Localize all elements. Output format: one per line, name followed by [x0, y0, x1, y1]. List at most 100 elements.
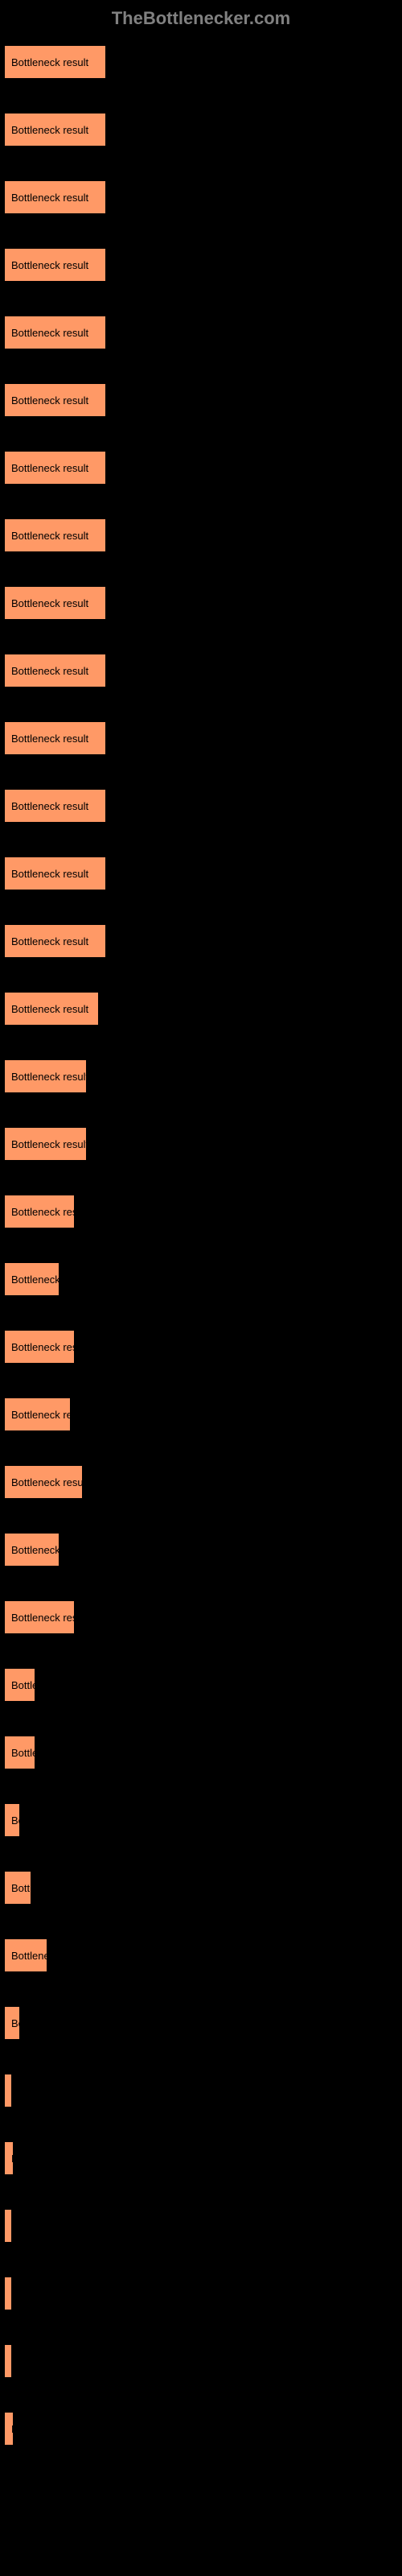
bar: Bottleneck result: [4, 316, 106, 349]
bar: Bottleneck re: [4, 1397, 71, 1431]
bar: B: [4, 2141, 14, 2175]
bar-row: Bottleneck result: [4, 857, 398, 890]
bar-row: Bottleneck result: [4, 1059, 398, 1093]
bar-label: Bottleneck result: [11, 192, 88, 204]
bar-label: Bottleneck re: [11, 1409, 71, 1421]
bar-label: Bottleneck result: [11, 597, 88, 609]
bar-label: Bottleneck res: [11, 1612, 75, 1624]
bar-row: Bottleneck result: [4, 248, 398, 282]
bar-row: Bottleneck: [4, 1262, 398, 1296]
bar-label: Bottleneck result: [11, 1071, 87, 1083]
bar-row: [4, 2074, 398, 2107]
bar-row: B: [4, 2141, 398, 2175]
bar-row: [4, 2277, 398, 2310]
bar: Bottleneck result: [4, 654, 106, 687]
bar-label: Bottleneck result: [11, 800, 88, 812]
bar: Bottleneck result: [4, 45, 106, 79]
bar-label: Bottleneck: [11, 1274, 59, 1286]
bar-label: Bottleneck result: [11, 327, 88, 339]
bar: Bottle: [4, 1736, 35, 1769]
bar: Bottle: [4, 1668, 35, 1702]
bar: Bo: [4, 1803, 20, 1837]
bar-row: [4, 2344, 398, 2378]
bar-row: Bottleneck result: [4, 721, 398, 755]
bar-row: Bottlene: [4, 1938, 398, 1972]
bar-row: Bottleneck result: [4, 518, 398, 552]
bar-label: Bottleneck result: [11, 733, 88, 745]
bar-row: Bott: [4, 1871, 398, 1905]
bar-label: Bottleneck result: [11, 1003, 88, 1015]
bar: Bottleneck res: [4, 1330, 75, 1364]
bar-row: Bo: [4, 1803, 398, 1837]
bar-row: Bottleneck result: [4, 992, 398, 1026]
bar: Bottleneck result: [4, 383, 106, 417]
bar: Bottleneck: [4, 1262, 59, 1296]
bar-row: Bottleneck: [4, 1533, 398, 1567]
bar-label: Bottleneck result: [11, 868, 88, 880]
bar-row: [4, 2209, 398, 2243]
bar: Bottleneck result: [4, 180, 106, 214]
bar-row: Bottleneck result: [4, 1127, 398, 1161]
bar-label: B: [11, 2153, 14, 2165]
bar-row: Bottleneck result: [4, 586, 398, 620]
bar-label: Bottleneck result: [11, 462, 88, 474]
bar-row: Bottleneck res: [4, 1195, 398, 1228]
header: TheBottlenecker.com: [0, 0, 402, 37]
bar-label: Bottlene: [11, 1950, 47, 1962]
bar-row: Bottleneck result: [4, 1465, 398, 1499]
bar: [4, 2277, 12, 2310]
bar-row: Bottleneck result: [4, 383, 398, 417]
bar: [4, 2209, 12, 2243]
bar: Bottleneck result: [4, 1465, 83, 1499]
bar-row: Bottleneck result: [4, 180, 398, 214]
bar-row: Bottleneck res: [4, 1600, 398, 1634]
bar: Bottleneck result: [4, 113, 106, 147]
bar-row: Bottle: [4, 1736, 398, 1769]
bar: B: [4, 2412, 14, 2446]
bar-label: Bottleneck result: [11, 259, 88, 271]
bar-label: Bottle: [11, 1679, 35, 1691]
bar: Bottleneck result: [4, 789, 106, 823]
bar-label: Bottleneck: [11, 1544, 59, 1556]
bar: Bottleneck result: [4, 518, 106, 552]
bar: [4, 2344, 12, 2378]
bar-row: Bottleneck re: [4, 1397, 398, 1431]
bar: Bottlene: [4, 1938, 47, 1972]
bar: Bottleneck result: [4, 924, 106, 958]
bar-label: Bottleneck result: [11, 530, 88, 542]
bar-row: Bottleneck result: [4, 789, 398, 823]
bar: Bottleneck result: [4, 992, 99, 1026]
bar-row: Bottleneck res: [4, 1330, 398, 1364]
bar: Bottleneck result: [4, 248, 106, 282]
bar-label: Bottleneck res: [11, 1341, 75, 1353]
bar: Bo: [4, 2006, 20, 2040]
bar-label: Bottle: [11, 1747, 35, 1759]
bar-row: Bo: [4, 2006, 398, 2040]
bar-row: Bottleneck result: [4, 451, 398, 485]
bar-label: Bott: [11, 1882, 30, 1894]
bar: Bottleneck: [4, 1533, 59, 1567]
bar-label: B: [11, 2423, 14, 2435]
bar-label: Bottleneck result: [11, 1476, 83, 1488]
bar-row: Bottleneck result: [4, 924, 398, 958]
bar: Bottleneck result: [4, 857, 106, 890]
bar: Bottleneck result: [4, 1127, 87, 1161]
bar: [4, 2074, 12, 2107]
bar-label: Bottleneck result: [11, 124, 88, 136]
bar: Bottleneck res: [4, 1600, 75, 1634]
bar-label: Bo: [11, 1814, 20, 1827]
bar-label: Bottleneck res: [11, 1206, 75, 1218]
bar: Bottleneck result: [4, 451, 106, 485]
site-title: TheBottlenecker.com: [112, 8, 291, 28]
bar-label: Bottleneck result: [11, 665, 88, 677]
bar: Bottleneck result: [4, 1059, 87, 1093]
bar-row: Bottleneck result: [4, 45, 398, 79]
bar-row: Bottleneck result: [4, 654, 398, 687]
bar-label: Bo: [11, 2017, 20, 2029]
bar-label: Bottleneck result: [11, 394, 88, 407]
bar-label: Bottleneck result: [11, 1138, 87, 1150]
bar: Bottleneck result: [4, 586, 106, 620]
bar: Bottleneck res: [4, 1195, 75, 1228]
bar-row: Bottle: [4, 1668, 398, 1702]
bar-row: B: [4, 2412, 398, 2446]
